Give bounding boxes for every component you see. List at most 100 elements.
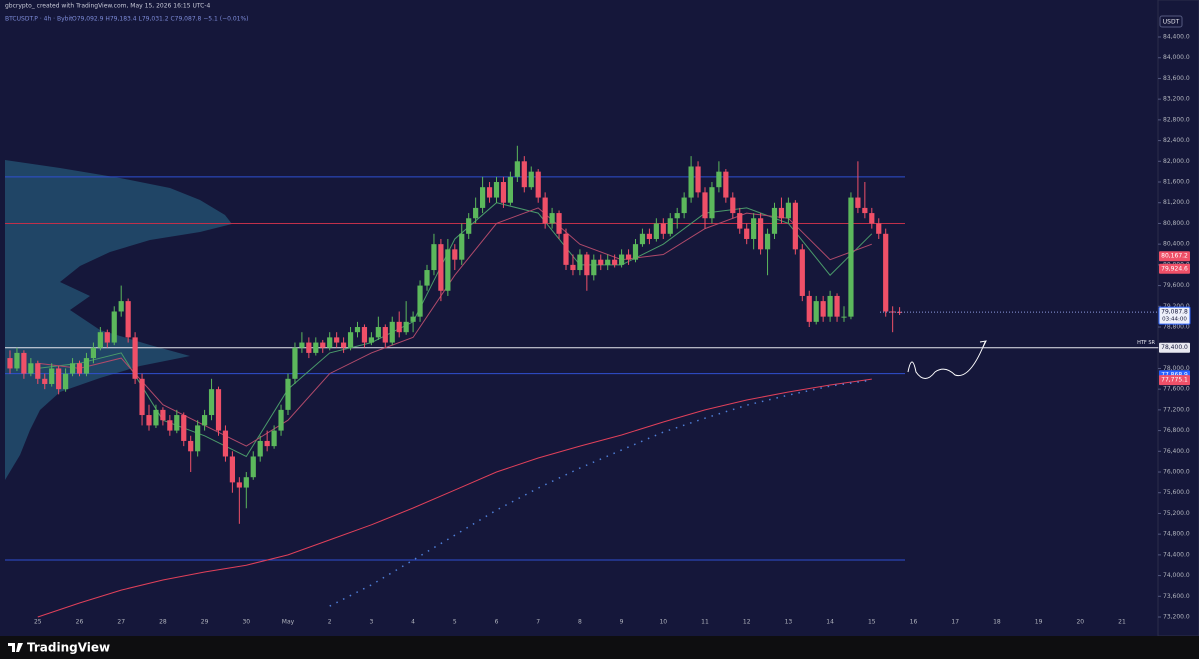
candle-body	[556, 213, 562, 234]
candle-body	[486, 187, 493, 198]
candle-body	[771, 207, 778, 234]
candle-body	[313, 342, 319, 353]
candle-body	[459, 233, 465, 260]
x-tick-label: 2	[328, 619, 332, 626]
brand-logo	[8, 643, 23, 652]
y-tick-label: 79,200.0	[1163, 303, 1190, 310]
y-tick-label: 78,000.0	[1163, 365, 1190, 372]
candle-body	[639, 233, 646, 245]
candle-body	[7, 358, 13, 369]
y-tick-label: 82,800.0	[1163, 116, 1190, 123]
candle-body	[473, 207, 479, 219]
candle-body	[841, 316, 847, 318]
x-tick-label: 8	[578, 619, 582, 626]
drawn-path	[907, 341, 986, 379]
y-tick-label: 74,000.0	[1163, 572, 1190, 579]
candle-body	[327, 337, 333, 348]
price-label-box	[1159, 251, 1190, 262]
candle-body	[681, 197, 687, 214]
candle-body	[598, 259, 604, 265]
x-tick-label: 19	[1035, 619, 1043, 626]
candle-body	[188, 440, 194, 452]
candle-body	[35, 363, 41, 379]
candle-body	[181, 415, 187, 441]
x-tick-label: 10	[659, 619, 667, 626]
candle-body	[577, 254, 583, 271]
y-tick-label: 77,600.0	[1163, 386, 1190, 393]
currency-box	[1159, 15, 1183, 28]
candle-body	[306, 342, 312, 353]
candle-body	[876, 223, 882, 234]
candle-body	[806, 295, 812, 322]
candle-body	[792, 202, 798, 250]
volume-profile	[5, 160, 232, 480]
symbol-title: BTCUSDT.P · 4h · Bybit	[5, 16, 73, 23]
candle-body	[883, 233, 889, 312]
x-tick-label: 12	[743, 619, 751, 626]
candle-body	[646, 233, 652, 239]
candle-body	[56, 368, 62, 390]
y-tick-label: 73,200.0	[1163, 614, 1190, 621]
x-tick-label: 17	[951, 619, 959, 626]
y-tick-label: 76,000.0	[1163, 469, 1190, 476]
candle-body	[299, 342, 305, 348]
candle-body	[118, 301, 124, 312]
candle-body	[424, 270, 430, 286]
overlay-line	[37, 378, 872, 618]
candle-body	[493, 182, 500, 198]
candle-body	[42, 378, 48, 384]
candle-body	[528, 171, 534, 188]
candle-body	[104, 332, 110, 343]
candle-body	[625, 254, 632, 260]
candle-body	[375, 327, 381, 338]
candle-body	[153, 409, 159, 426]
y-tick-label: 82,400.0	[1163, 137, 1190, 144]
candle-body	[271, 430, 277, 447]
x-tick-label: 3	[369, 619, 373, 626]
x-tick-label: May	[282, 619, 295, 626]
candle-body	[368, 337, 374, 343]
price-label-box	[1159, 375, 1190, 386]
candle-body	[563, 233, 569, 265]
y-tick-label: 82,000.0	[1163, 158, 1190, 165]
candle-body	[403, 321, 409, 333]
x-tick-label: 21	[1118, 619, 1126, 626]
y-tick-label: 79,600.0	[1163, 282, 1190, 289]
candle-body	[897, 311, 903, 313]
candle-body	[28, 363, 34, 374]
candle-body	[257, 440, 263, 457]
candle-body	[778, 207, 785, 219]
candle-body	[229, 456, 235, 483]
candle-body	[222, 430, 229, 457]
candle-body	[389, 321, 395, 343]
candle-body	[167, 420, 173, 431]
price-label: 77,775.1	[1161, 377, 1188, 384]
candle-body	[125, 301, 131, 338]
watermark: gbcrypto_ created with TradingView.com, …	[5, 3, 211, 10]
y-tick-label: 83,200.0	[1163, 96, 1190, 103]
candle-body	[730, 197, 736, 214]
y-tick-label: 75,200.0	[1163, 510, 1190, 517]
y-tick-label: 80,400.0	[1163, 241, 1190, 248]
candle-body	[361, 327, 368, 343]
candle-body	[521, 161, 527, 188]
candle-body	[347, 332, 354, 348]
y-tick-label: 74,400.0	[1163, 551, 1190, 558]
candle-body	[445, 249, 451, 291]
candle-body	[21, 352, 27, 374]
y-tick-label: 81,600.0	[1163, 179, 1190, 186]
candle-body	[83, 358, 90, 374]
x-tick-label: 25	[34, 619, 42, 626]
candle-body	[653, 223, 659, 239]
x-tick-label: 4	[411, 619, 415, 626]
candle-body	[264, 440, 270, 447]
candle-body	[632, 244, 639, 260]
candle-body	[63, 373, 69, 390]
y-tick-label: 78,800.0	[1163, 324, 1190, 331]
price-label: 78,400.0	[1161, 344, 1188, 351]
y-tick-label: 84,400.0	[1163, 34, 1190, 41]
candle-body	[202, 415, 208, 426]
candle-body	[417, 285, 423, 317]
candle-body	[111, 311, 117, 343]
